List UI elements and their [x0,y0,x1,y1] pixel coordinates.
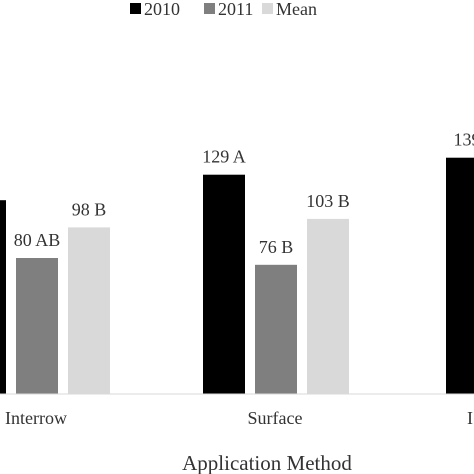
bar-2011-Surface [255,264,297,394]
bar-2010-Surface [203,174,245,394]
x-tick-label-I: I [467,408,473,428]
bar-2010-Interrow [0,200,6,394]
data-label-2010-Surface: 129 A [202,147,246,167]
data-label-Mean-Interrow: 98 B [72,199,107,219]
bar-Mean-Interrow [68,227,110,394]
legend-swatch-2010 [130,3,141,14]
legend: 2010 2011 Mean [130,0,317,19]
bar-2011-Interrow [16,258,58,394]
x-tick-label-Surface: Surface [248,408,303,428]
bars [0,157,474,394]
legend-label-2011: 2011 [218,0,253,19]
bar-2010-I [446,157,474,394]
legend-label-Mean: Mean [276,0,317,19]
data-label-2010-I: 139 [454,130,474,150]
legend-swatch-Mean [262,3,273,14]
legend-swatch-2011 [204,3,215,14]
legend-label-2010: 2010 [144,0,180,19]
bar-Mean-Surface [307,218,349,394]
data-label-2011-Surface: 76 B [259,237,294,257]
x-tick-label-Interrow: Interrow [5,408,67,428]
x-axis-title: Application Method [182,451,352,474]
data-label-Mean-Surface: 103 B [306,191,350,211]
data-label-2011-Interrow: 80 AB [14,230,61,250]
x-tick-labels: Interrow Surface I [5,408,473,428]
